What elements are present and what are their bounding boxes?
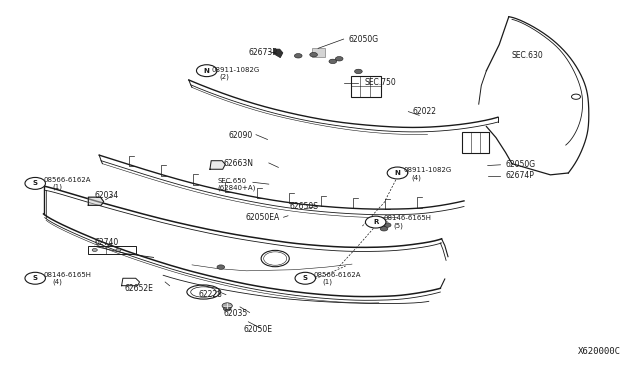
Circle shape — [295, 272, 316, 284]
Text: N: N — [394, 170, 401, 176]
Text: 62674P: 62674P — [506, 171, 534, 180]
Text: 62050G: 62050G — [349, 35, 379, 44]
Circle shape — [329, 59, 337, 64]
Text: SEC.750: SEC.750 — [365, 78, 397, 87]
Bar — [88, 246, 136, 254]
Text: (5): (5) — [393, 222, 403, 229]
Polygon shape — [88, 197, 104, 205]
Bar — [462, 132, 489, 153]
Text: (4): (4) — [412, 174, 421, 181]
Text: 08911-1082G: 08911-1082G — [403, 167, 451, 173]
Circle shape — [116, 248, 121, 251]
Circle shape — [310, 52, 317, 57]
Circle shape — [222, 303, 232, 309]
Text: 62034: 62034 — [95, 191, 119, 200]
Circle shape — [355, 69, 362, 74]
Text: S: S — [33, 180, 38, 186]
Text: 08911-1082G: 08911-1082G — [211, 67, 259, 73]
Text: 08566-6162A: 08566-6162A — [314, 272, 361, 278]
Text: 62740: 62740 — [95, 238, 119, 247]
Text: 08566-6162A: 08566-6162A — [44, 177, 91, 183]
Text: 08146-6165H: 08146-6165H — [44, 272, 92, 278]
Text: N: N — [204, 68, 210, 74]
Text: S: S — [303, 275, 308, 281]
Text: 62652E: 62652E — [125, 284, 154, 293]
Circle shape — [223, 307, 231, 311]
Text: X620000C: X620000C — [578, 347, 621, 356]
Text: 62035: 62035 — [224, 309, 248, 318]
Circle shape — [25, 272, 45, 284]
Circle shape — [380, 227, 388, 231]
Text: 62650S: 62650S — [290, 202, 319, 211]
Text: 62673P: 62673P — [248, 48, 277, 57]
Circle shape — [92, 248, 97, 251]
Text: 62663N: 62663N — [224, 159, 254, 168]
Text: (1): (1) — [52, 183, 63, 190]
Text: (1): (1) — [322, 279, 332, 285]
Polygon shape — [274, 49, 283, 58]
Circle shape — [365, 216, 386, 228]
Polygon shape — [312, 48, 325, 57]
Text: (62840+A): (62840+A) — [218, 185, 256, 191]
Text: R: R — [373, 219, 378, 225]
Circle shape — [25, 177, 45, 189]
Circle shape — [335, 57, 343, 61]
Circle shape — [217, 265, 225, 269]
Text: SEC.650: SEC.650 — [218, 178, 247, 184]
Text: 08146-6165H: 08146-6165H — [384, 215, 432, 221]
Polygon shape — [210, 161, 225, 169]
Circle shape — [294, 54, 302, 58]
Text: 62050EA: 62050EA — [245, 213, 280, 222]
Text: (2): (2) — [219, 74, 228, 80]
Bar — [351, 76, 381, 97]
Circle shape — [196, 65, 217, 77]
Circle shape — [383, 223, 391, 227]
Text: 62050G: 62050G — [506, 160, 536, 169]
Circle shape — [387, 167, 408, 179]
Text: S: S — [33, 275, 38, 281]
Text: SEC.630: SEC.630 — [512, 51, 544, 60]
Text: 62050E: 62050E — [243, 325, 272, 334]
Text: 62022: 62022 — [413, 107, 437, 116]
Text: 62228: 62228 — [198, 290, 222, 299]
Text: 62090: 62090 — [228, 131, 253, 140]
Text: (4): (4) — [52, 279, 62, 285]
